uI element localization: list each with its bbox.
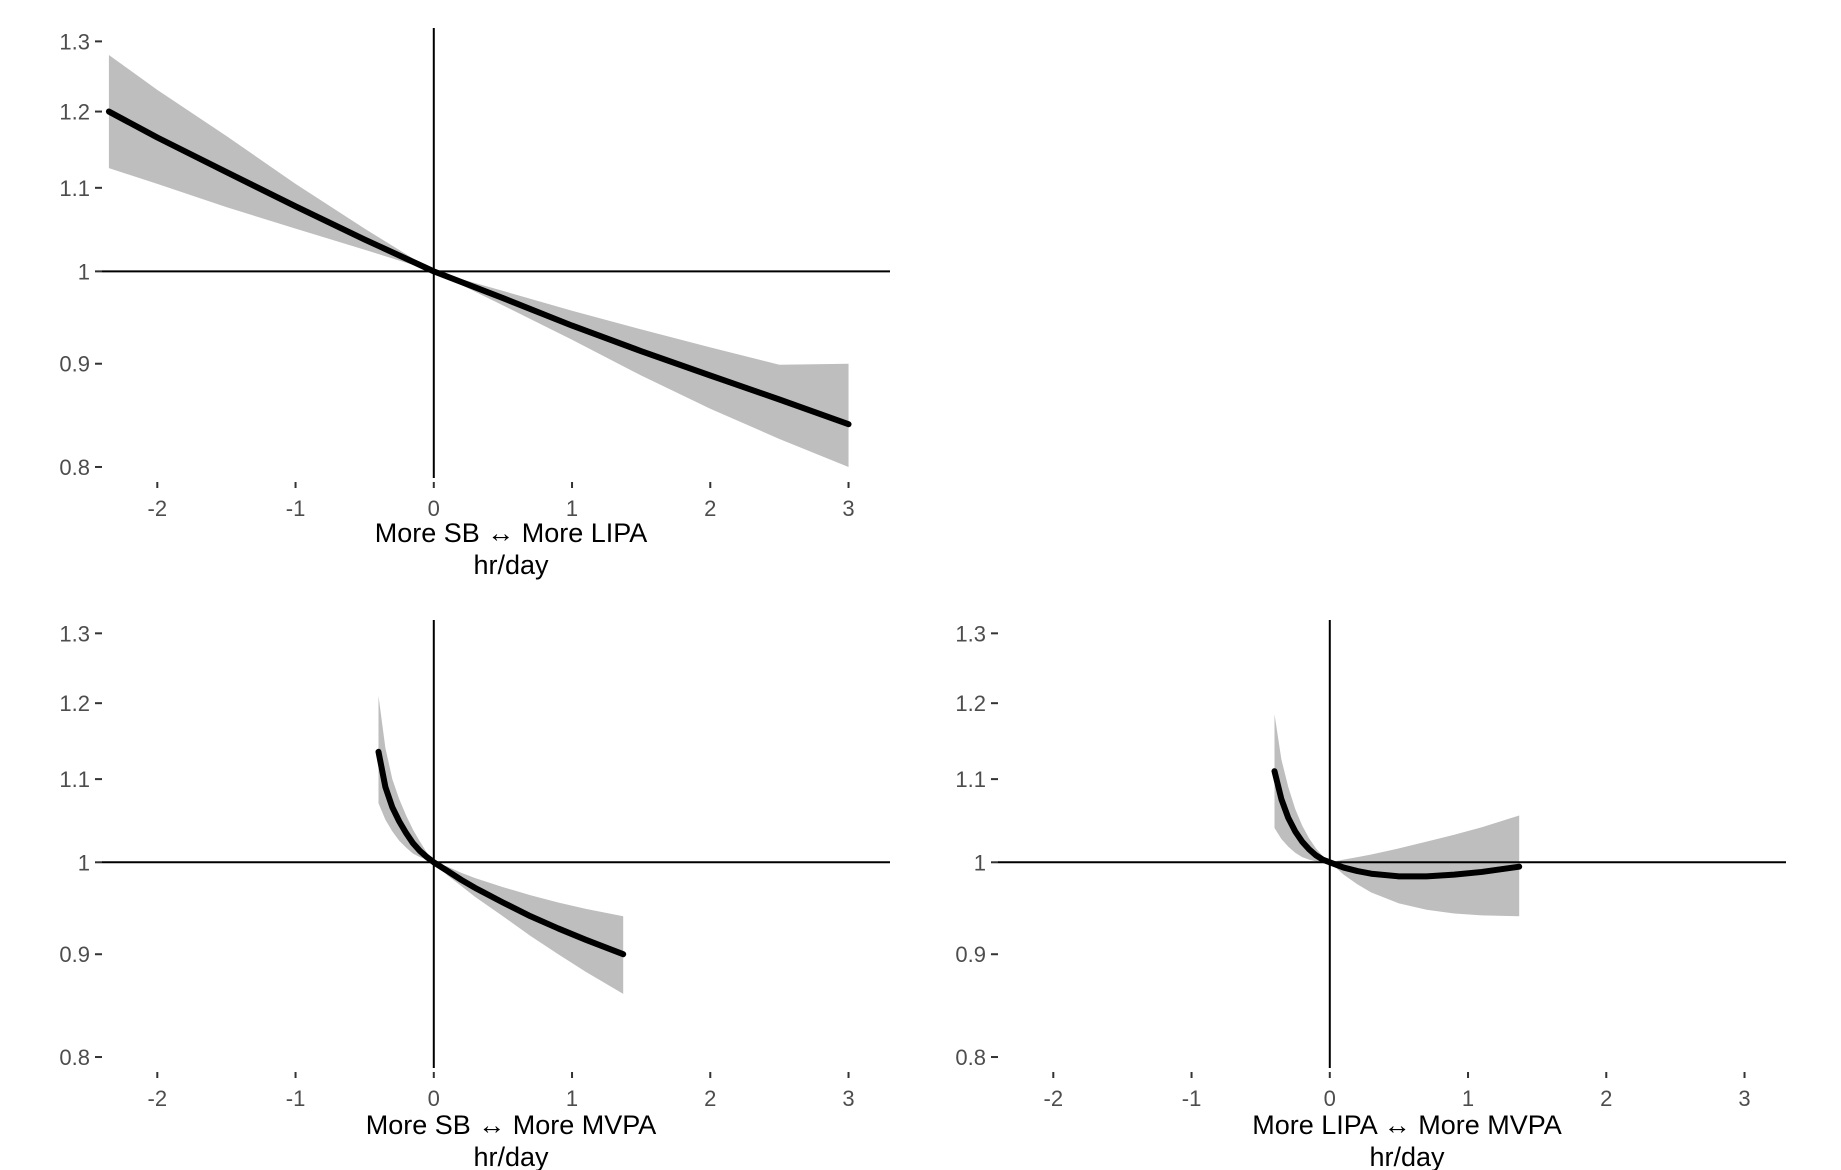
x-tick-label: 3 <box>842 1086 854 1111</box>
y-tick-label: 0.9 <box>59 942 90 967</box>
chart-panel-bottom-left: 0.8 0.9 1 1.1 1.2 1.3 -2 -1 0 1 2 3 More SB ↔ More M… <box>59 620 890 1170</box>
y-tick-label: 1.3 <box>59 621 90 646</box>
x-tick-label: 0 <box>1324 1086 1336 1111</box>
y-tick-label: 1.2 <box>59 100 90 125</box>
x-tick-label: 0 <box>428 1086 440 1111</box>
x-axis-title: More LIPA ↔ More MVPA <box>1252 1110 1562 1140</box>
x-tick-label: -1 <box>286 1086 306 1111</box>
y-tick-label: 1 <box>78 850 90 875</box>
x-tick-label: -2 <box>148 1086 168 1111</box>
x-axis-title: More SB ↔ More LIPA <box>375 518 648 548</box>
y-tick-label: 1.1 <box>955 767 986 792</box>
y-tick-label: 1.2 <box>59 691 90 716</box>
x-tick-label: 3 <box>1738 1086 1750 1111</box>
y-tick-label: 1.3 <box>59 29 90 54</box>
confidence-band <box>108 54 849 467</box>
y-tick-label: 0.8 <box>59 455 90 480</box>
x-tick-label: 2 <box>704 496 716 521</box>
confidence-band <box>378 695 624 994</box>
x-tick-label: 1 <box>566 1086 578 1111</box>
x-axis-unit: hr/day <box>1369 1142 1445 1170</box>
x-axis-title: More SB ↔ More MVPA <box>366 1110 657 1140</box>
chart-panel-top-left: 0.8 0.9 1 1.1 1.2 1.3 -2 -1 0 1 2 3 More SB ↔ More L… <box>59 28 890 580</box>
y-tick-label: 1.3 <box>955 621 986 646</box>
x-tick-label: 2 <box>1600 1086 1612 1111</box>
chart-panel-bottom-right: 0.8 0.9 1 1.1 1.2 1.3 -2 -1 0 1 2 3 More LIPA ↔ More… <box>955 620 1786 1170</box>
y-tick-label: 1.1 <box>59 767 90 792</box>
y-tick-label: 1.1 <box>59 176 90 201</box>
y-tick-label: 1.2 <box>955 691 986 716</box>
x-axis-unit: hr/day <box>473 550 549 580</box>
y-tick-label: 0.8 <box>955 1045 986 1070</box>
x-tick-label: -1 <box>1182 1086 1202 1111</box>
x-tick-label: 2 <box>704 1086 716 1111</box>
y-tick-label: 1 <box>78 259 90 284</box>
x-tick-label: 0 <box>428 496 440 521</box>
estimate-line <box>105 108 852 428</box>
x-tick-label: 3 <box>842 496 854 521</box>
estimate-line <box>1271 768 1523 880</box>
x-tick-label: -1 <box>286 496 306 521</box>
x-tick-label: -2 <box>148 496 168 521</box>
y-tick-label: 1 <box>974 850 986 875</box>
estimate-line <box>375 748 627 958</box>
y-tick-label: 0.9 <box>59 352 90 377</box>
y-tick-label: 0.8 <box>59 1045 90 1070</box>
x-tick-label: -2 <box>1044 1086 1064 1111</box>
x-axis-unit: hr/day <box>473 1142 549 1170</box>
y-tick-label: 0.9 <box>955 942 986 967</box>
x-tick-label: 1 <box>1462 1086 1474 1111</box>
confidence-band <box>1274 714 1520 917</box>
x-tick-label: 1 <box>566 496 578 521</box>
